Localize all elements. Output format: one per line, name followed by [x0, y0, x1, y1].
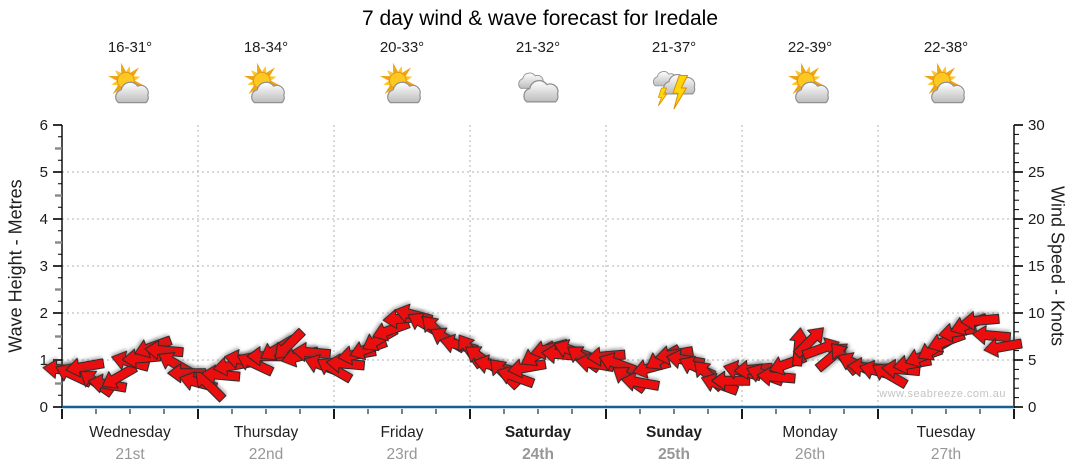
wind-arrow-series [42, 303, 1023, 403]
wind-arrow [983, 337, 1023, 358]
day-date-label: 25th [658, 446, 690, 463]
day-name-label: Sunday [646, 424, 702, 441]
wind-axis-tick-label: 20 [1028, 211, 1045, 228]
wind-arrow [496, 365, 536, 389]
forecast-day-header: 16-31° [75, 38, 185, 113]
wind-axis-tick-label: 0 [1028, 399, 1036, 416]
watermark: www.seabreeze.com.au [879, 388, 1006, 400]
wind-arrow [291, 342, 332, 362]
forecast-day-header: 22-39° [755, 38, 865, 113]
partly-cloudy-icon [347, 62, 457, 113]
wind-axis-tick-label: 30 [1028, 117, 1045, 134]
wave-axis-tick-label: 0 [40, 399, 48, 416]
wind-axis-tick-label: 15 [1028, 258, 1045, 275]
wind-arrow [792, 327, 824, 359]
day-date-label: 26th [795, 446, 825, 463]
day-name-label: Wednesday [89, 424, 171, 441]
wave-axis-tick-label: 1 [40, 352, 48, 369]
partly-cloudy-icon [75, 62, 185, 113]
wave-axis-tick-label: 3 [40, 258, 48, 275]
day-date-label: 24th [522, 446, 554, 463]
temp-range-label: 21-32° [515, 39, 561, 56]
cloudy-icon [483, 63, 593, 113]
wind-axis-tick-label: 10 [1028, 305, 1045, 322]
wave-axis-tick-label: 2 [40, 305, 48, 322]
day-date-label: 22nd [249, 446, 283, 463]
forecast-day-header: 18-34° [211, 38, 321, 113]
day-date-label: 21st [115, 446, 145, 463]
forecast-day-header: 21-37° [619, 38, 729, 113]
partly-cloudy-icon [755, 62, 865, 113]
day-name-label: Friday [380, 424, 423, 441]
temp-range-label: 22-39° [787, 39, 833, 56]
day-name-label: Saturday [505, 424, 572, 441]
wind-arrow [756, 366, 796, 387]
wind-arrow [65, 357, 105, 378]
day-date-label: 23rd [386, 446, 417, 463]
wind-arrow [971, 325, 1012, 346]
wind-arrow [236, 352, 275, 377]
wave-axis-tick-label: 4 [40, 211, 48, 228]
temp-range-label: 22-38° [923, 39, 969, 56]
wave-axis-tick-label: 6 [40, 117, 48, 134]
partly-cloudy-icon [211, 62, 321, 113]
wind-arrow [872, 363, 909, 389]
wind-axis-tick-label: 25 [1028, 164, 1045, 181]
wind-arrow [620, 371, 660, 392]
forecast-day-header: 22-38° [891, 38, 1001, 113]
forecast-day-header: 21-32° [483, 38, 593, 113]
temp-range-label: 20-33° [379, 39, 425, 56]
wind-arrow [960, 311, 1000, 331]
wind-arrow [317, 357, 354, 384]
wind-arrow [325, 353, 366, 374]
wind-arrow [201, 364, 241, 385]
day-name-label: Thursday [234, 424, 299, 441]
day-name-label: Monday [782, 424, 837, 441]
temp-range-label: 21-37° [651, 39, 697, 56]
day-name-label: Tuesday [917, 424, 976, 441]
forecast-day-header: 20-33° [347, 38, 457, 113]
day-date-label: 27th [931, 446, 961, 463]
wave-axis-tick-label: 5 [40, 164, 48, 181]
partly-cloudy-icon [891, 62, 1001, 113]
thunderstorm-icon [619, 63, 729, 113]
page-title: 7 day wind & wave forecast for Iredale [361, 7, 718, 30]
temp-range-label: 18-34° [243, 39, 289, 56]
temp-range-label: 16-31° [107, 39, 153, 56]
wind-axis-tick-label: 5 [1028, 352, 1036, 369]
